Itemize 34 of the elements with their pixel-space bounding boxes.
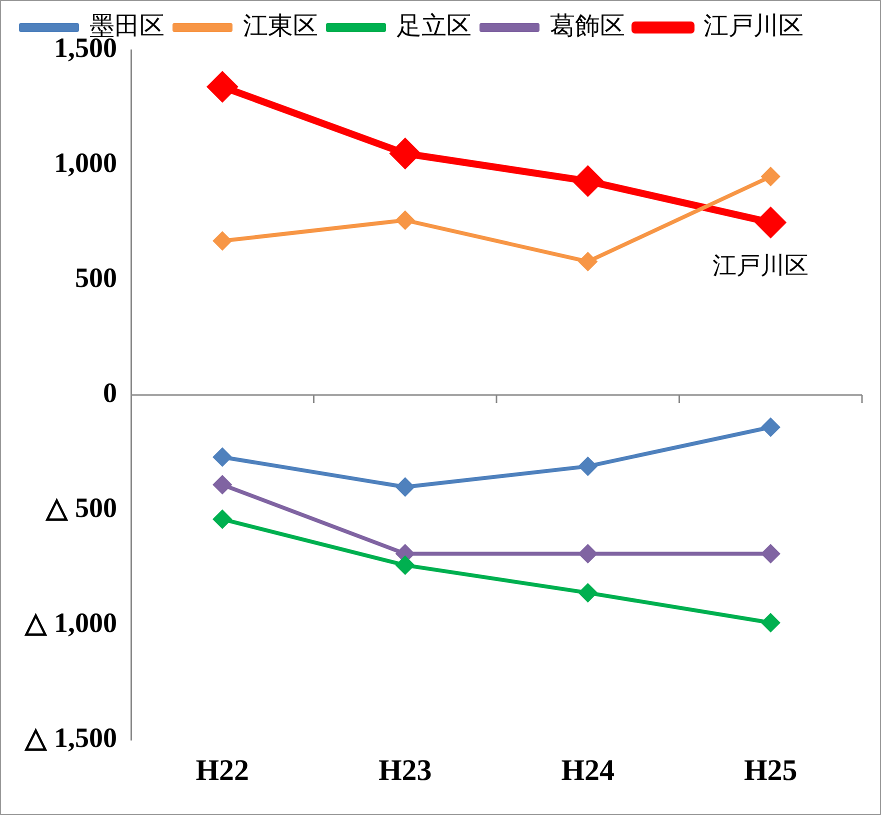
legend-label: 江東区 <box>243 11 318 40</box>
y-tick-label: △ 1,500 <box>24 723 117 754</box>
point <box>762 418 780 436</box>
x-tick-label: H24 <box>561 754 615 787</box>
annotation: 江戸川区 <box>712 252 809 280</box>
legend-label: 足立区 <box>396 11 472 40</box>
x-tick-label: H22 <box>196 754 250 787</box>
point <box>762 168 780 186</box>
point <box>573 166 602 196</box>
point <box>213 476 232 494</box>
y-tick-label: 0 <box>103 378 117 410</box>
x-tick-label: H25 <box>744 754 798 787</box>
point <box>578 252 597 271</box>
point <box>213 232 232 250</box>
point <box>756 208 786 237</box>
legend-label: 葛飾区 <box>550 11 625 40</box>
legend-label: 江戸川区 <box>704 11 804 40</box>
point <box>578 584 597 602</box>
point <box>762 614 780 632</box>
point <box>578 544 597 563</box>
y-tick-label: △ 1,000 <box>24 608 117 640</box>
point <box>762 544 780 563</box>
point <box>578 457 597 476</box>
point <box>396 556 414 574</box>
y-tick-label: 1,000 <box>54 148 117 180</box>
point <box>390 139 420 168</box>
point <box>396 478 414 496</box>
point <box>208 72 237 102</box>
point <box>213 448 232 466</box>
point <box>213 510 232 528</box>
x-tick-label: H23 <box>378 754 432 787</box>
point <box>396 211 414 230</box>
y-tick-label: 500 <box>75 263 117 294</box>
y-tick-label: △ 500 <box>45 493 117 524</box>
